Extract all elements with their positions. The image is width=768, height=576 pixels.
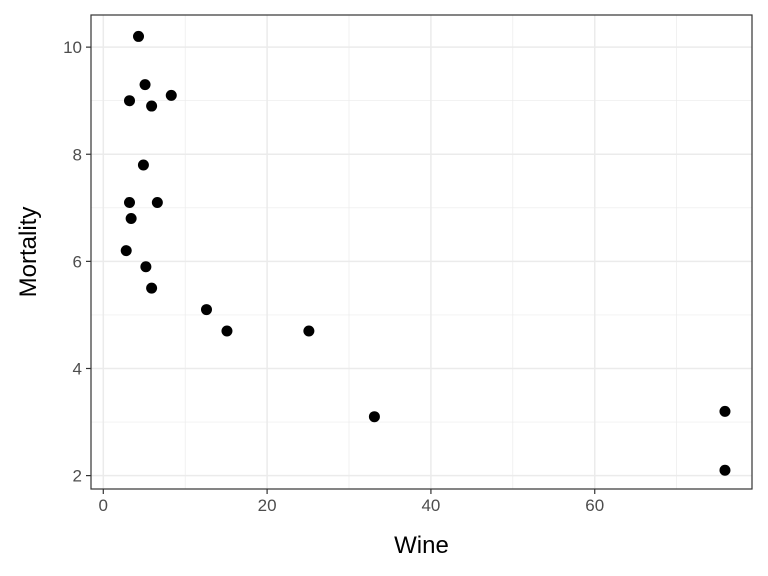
data-points [120, 30, 731, 476]
data-point [125, 213, 137, 225]
plot-panel [91, 15, 752, 489]
data-point [120, 245, 132, 257]
y-tick-label: 4 [73, 359, 82, 378]
data-point [719, 464, 731, 476]
y-tick-label: 10 [63, 38, 82, 57]
x-axis-title: Wine [394, 532, 449, 559]
data-point [146, 100, 158, 112]
data-point [140, 261, 152, 273]
x-tick-label: 0 [99, 496, 108, 515]
data-point [719, 405, 731, 417]
y-tick-label: 8 [73, 145, 82, 164]
data-point [303, 325, 315, 337]
data-point [146, 282, 158, 294]
data-point [123, 196, 135, 208]
data-point [139, 79, 151, 91]
data-point [137, 159, 149, 171]
data-point [133, 30, 145, 42]
data-point [368, 411, 380, 423]
data-point [165, 89, 177, 101]
data-point [151, 196, 163, 208]
y-tick-label: 6 [73, 252, 82, 271]
x-tick-label: 60 [585, 496, 604, 515]
y-tick-label: 2 [73, 467, 82, 486]
data-point [123, 95, 135, 107]
y-axis-title: Mortality [15, 207, 42, 298]
x-tick-label: 40 [421, 496, 440, 515]
axes: 0 20 40 60 2 4 6 8 10 [63, 38, 604, 515]
plot-border [90, 14, 753, 490]
data-point [221, 325, 233, 337]
x-tick-label: 20 [258, 496, 277, 515]
data-point [200, 304, 212, 316]
